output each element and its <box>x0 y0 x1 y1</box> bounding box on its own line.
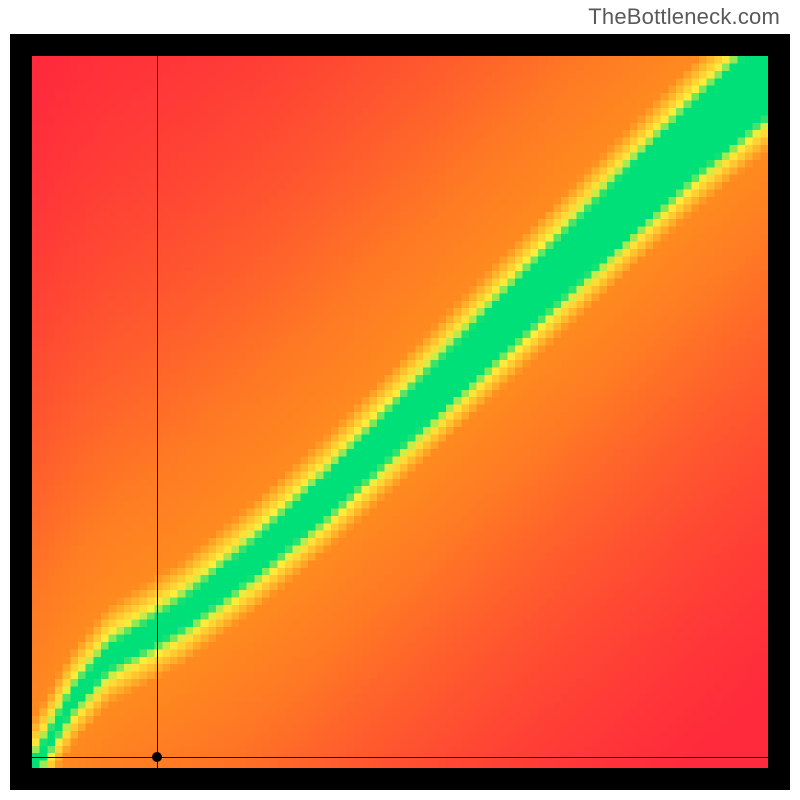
watermark: TheBottleneck.com <box>588 4 780 30</box>
crosshair-vertical <box>157 56 158 768</box>
crosshair-marker <box>152 752 162 762</box>
crosshair-horizontal <box>32 757 768 758</box>
bottleneck-heatmap <box>32 56 768 768</box>
